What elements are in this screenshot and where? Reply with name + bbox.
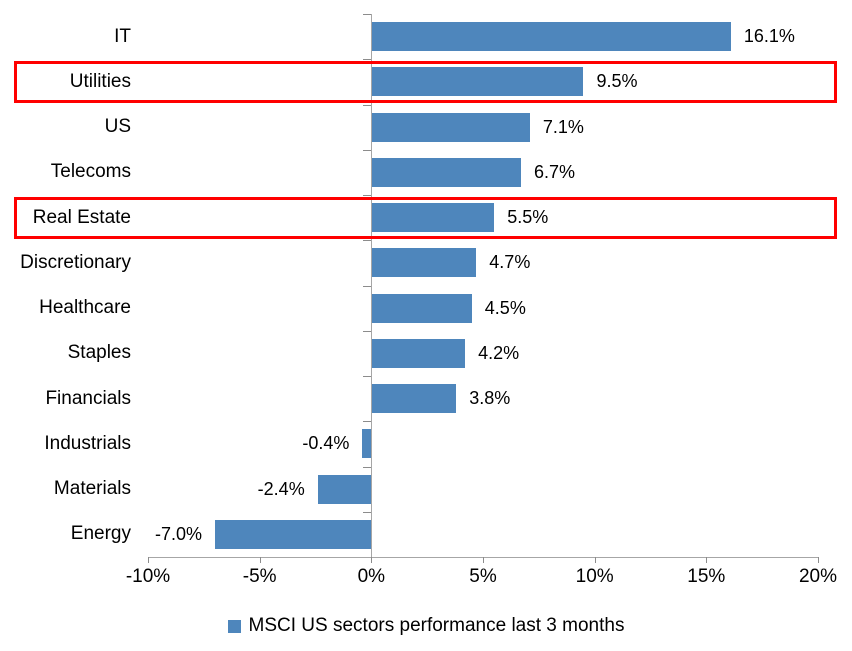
legend: MSCI US sectors performance last 3 month… bbox=[0, 611, 852, 641]
category-label: IT bbox=[114, 25, 131, 47]
bar-value-label: 6.7% bbox=[534, 161, 576, 182]
x-axis-tick bbox=[148, 557, 149, 563]
bar bbox=[215, 519, 372, 549]
bar bbox=[371, 293, 472, 323]
x-axis-tick-label: 20% bbox=[798, 566, 838, 587]
legend-label: MSCI US sectors performance last 3 month… bbox=[248, 615, 625, 636]
bar-value-label: 7.1% bbox=[542, 116, 584, 137]
x-axis-tick bbox=[371, 557, 373, 563]
category-label: Staples bbox=[67, 342, 131, 364]
y-axis-tick bbox=[363, 59, 371, 61]
x-axis-tick-label: 5% bbox=[469, 566, 497, 587]
x-axis-tick-label: 0% bbox=[357, 566, 386, 587]
category-label: Materials bbox=[53, 478, 131, 500]
bar bbox=[371, 112, 530, 142]
x-axis-tick bbox=[818, 557, 819, 563]
bar-value-label: -2.4% bbox=[257, 478, 305, 499]
y-axis-tick bbox=[363, 149, 371, 151]
bar bbox=[371, 248, 477, 278]
bar-value-label: -7.0% bbox=[154, 523, 202, 544]
bar-value-label: 4.7% bbox=[489, 252, 531, 273]
bar bbox=[317, 474, 372, 504]
bar bbox=[371, 157, 521, 187]
bar bbox=[371, 22, 731, 52]
bar bbox=[371, 203, 495, 233]
y-axis-tick bbox=[363, 511, 371, 513]
legend-marker-icon bbox=[227, 619, 241, 633]
bar-value-label: 4.5% bbox=[484, 297, 526, 318]
y-axis-tick bbox=[363, 195, 371, 196]
category-label: Energy bbox=[70, 523, 131, 545]
x-axis-tick-label: -5% bbox=[242, 566, 277, 587]
bar bbox=[371, 384, 457, 414]
x-axis-tick bbox=[594, 557, 596, 563]
category-label: US bbox=[104, 116, 131, 138]
bar-value-label: 3.8% bbox=[469, 388, 511, 409]
x-axis-tick bbox=[483, 557, 484, 563]
y-axis-tick bbox=[363, 376, 371, 377]
bar bbox=[371, 67, 584, 97]
category-label: Real Estate bbox=[32, 206, 131, 228]
y-axis-tick bbox=[363, 240, 371, 242]
x-axis-tick-label: -10% bbox=[125, 566, 171, 587]
bar-value-label: 5.5% bbox=[507, 207, 549, 228]
bar-value-label: 16.1% bbox=[743, 26, 795, 47]
x-axis-tick bbox=[706, 557, 708, 563]
x-axis-tick-label: 15% bbox=[687, 566, 726, 587]
x-axis-tick bbox=[259, 557, 261, 563]
y-axis-tick bbox=[363, 421, 371, 423]
y-axis-tick bbox=[363, 466, 371, 468]
category-label: Utilities bbox=[69, 70, 131, 92]
category-label: Discretionary bbox=[20, 251, 131, 273]
y-axis-line bbox=[371, 14, 372, 557]
y-axis-tick bbox=[363, 330, 371, 332]
category-label: Telecoms bbox=[50, 161, 131, 183]
y-axis-tick bbox=[363, 14, 371, 15]
bar-value-label: 9.5% bbox=[596, 71, 638, 92]
y-axis-tick bbox=[363, 104, 371, 106]
y-axis-tick bbox=[363, 285, 371, 287]
bar-value-label: 4.2% bbox=[478, 342, 520, 363]
category-label: Financials bbox=[45, 387, 131, 409]
category-label: Healthcare bbox=[39, 297, 131, 319]
x-axis-tick-label: 10% bbox=[575, 566, 614, 587]
category-label: Industrials bbox=[44, 432, 131, 454]
bar-value-label: -0.4% bbox=[302, 433, 350, 454]
bar bbox=[371, 338, 466, 368]
bar bbox=[362, 429, 372, 459]
